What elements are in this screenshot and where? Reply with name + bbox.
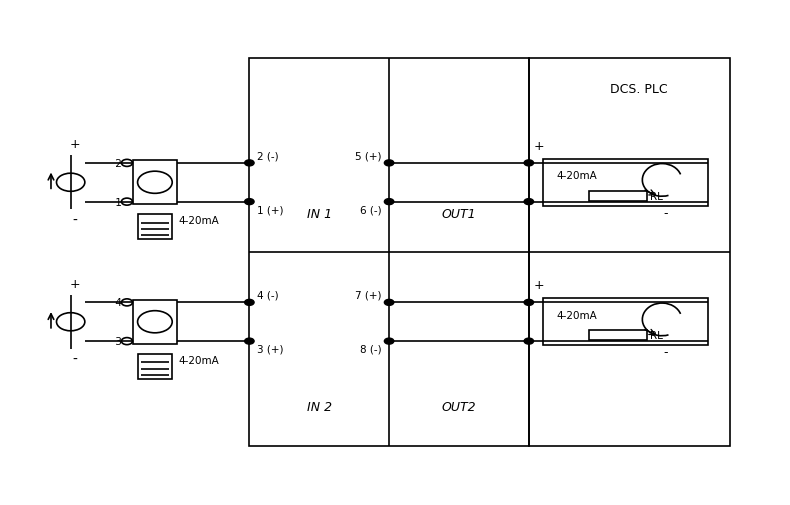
Text: 3: 3 <box>111 336 122 346</box>
Text: 4 (-): 4 (-) <box>258 290 279 300</box>
Text: OUT1: OUT1 <box>442 208 476 220</box>
Text: 4-20mA: 4-20mA <box>179 216 220 226</box>
Text: 1 (+): 1 (+) <box>258 205 284 215</box>
Circle shape <box>524 161 533 167</box>
Text: 8 (-): 8 (-) <box>359 344 382 354</box>
Bar <box>137 354 172 379</box>
Text: 6 (-): 6 (-) <box>359 205 382 215</box>
Circle shape <box>245 338 254 344</box>
Circle shape <box>524 338 533 344</box>
Bar <box>250 59 529 446</box>
Text: 5 (+): 5 (+) <box>355 151 382 161</box>
Bar <box>589 330 647 341</box>
Circle shape <box>524 300 533 306</box>
Circle shape <box>385 338 394 344</box>
Text: +: + <box>534 279 544 292</box>
Text: -: - <box>72 352 77 367</box>
Text: +: + <box>70 277 80 290</box>
Text: RL: RL <box>649 191 662 201</box>
Text: RL: RL <box>649 331 662 341</box>
Circle shape <box>385 199 394 205</box>
Text: DCS. PLC: DCS. PLC <box>611 83 668 96</box>
Circle shape <box>385 161 394 167</box>
Circle shape <box>245 300 254 306</box>
Bar <box>529 59 730 446</box>
Text: -: - <box>663 206 668 219</box>
Bar <box>543 160 709 206</box>
Text: 4-20mA: 4-20mA <box>556 171 597 181</box>
Bar <box>137 215 172 240</box>
Text: +: + <box>70 138 80 151</box>
Text: 7 (+): 7 (+) <box>355 290 382 300</box>
Text: 4-20mA: 4-20mA <box>179 356 220 365</box>
Text: 1: 1 <box>111 197 122 207</box>
Text: 4-20mA: 4-20mA <box>556 310 597 320</box>
Bar <box>134 300 176 344</box>
Text: 2: 2 <box>111 159 122 169</box>
Circle shape <box>524 199 533 205</box>
Text: IN 2: IN 2 <box>307 400 332 414</box>
Circle shape <box>245 199 254 205</box>
Text: -: - <box>663 345 668 359</box>
Bar <box>589 191 647 201</box>
Text: 4: 4 <box>111 298 122 308</box>
Text: IN 1: IN 1 <box>307 208 332 220</box>
Bar <box>134 161 176 205</box>
Circle shape <box>245 161 254 167</box>
Text: 3 (+): 3 (+) <box>258 344 284 354</box>
Bar <box>543 299 709 345</box>
Text: OUT2: OUT2 <box>442 400 476 414</box>
Text: -: - <box>72 213 77 227</box>
Text: 2 (-): 2 (-) <box>258 151 279 161</box>
Circle shape <box>385 300 394 306</box>
Text: +: + <box>534 139 544 153</box>
